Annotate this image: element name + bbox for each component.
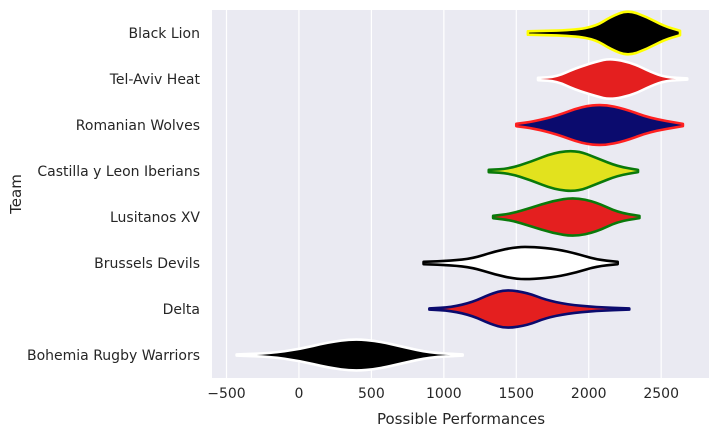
x-tick-label: 500 [358,386,385,402]
violin-castilla-y-leon-iberians [487,149,640,193]
violin-delta [428,289,631,329]
y-tick-labels: Black Lion Tel-Aviv Heat Romanian Wolves Ca… [27,26,201,364]
y-axis-label: Team [7,174,25,215]
violin-romanian-wolves [514,103,685,147]
grid-lines [225,10,662,378]
violin-lusitanos-xv [491,197,641,237]
violin-black-lion [526,10,682,56]
x-tick-labels: −500 0 500 1000 1500 2000 2500 [207,386,679,402]
y-tick-label: Romanian Wolves [76,118,200,134]
x-tick-label: 1000 [426,386,462,402]
violin-brussels-devils [422,245,620,281]
y-tick-label: Brussels Devils [94,256,200,272]
x-tick-label: −500 [207,386,245,402]
x-tick-label: 2000 [571,386,607,402]
x-tick-label: 2500 [643,386,679,402]
violin-tel-aviv-heat [536,57,689,101]
y-tick-label: Tel-Aviv Heat [109,72,201,88]
y-tick-label: Lusitanos XV [110,210,200,226]
y-tick-label: Castilla y Leon Iberians [37,164,200,180]
x-axis-label: Possible Performances [377,410,545,428]
y-tick-label: Bohemia Rugby Warriors [27,348,200,364]
y-tick-label: Black Lion [129,26,200,42]
x-tick-label: 1500 [498,386,534,402]
x-tick-label: 0 [294,386,303,402]
y-tick-label: Delta [163,302,200,318]
violins [235,10,689,372]
violin-bohemia-rugby-warriors [235,338,464,372]
